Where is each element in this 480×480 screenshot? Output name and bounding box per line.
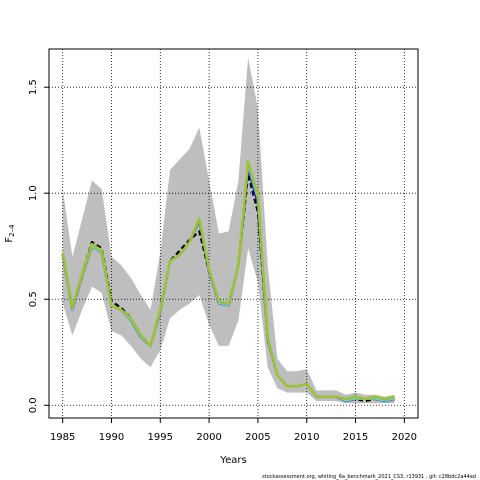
x-tick-label: 2000 (196, 432, 221, 443)
y-axis-title-subscript: 2–4 (8, 224, 16, 237)
x-tick-label: 1995 (148, 432, 173, 443)
y-tick-label: 0.5 (28, 291, 39, 307)
x-tick-label: 2010 (294, 432, 319, 443)
y-axis-title: F2–4 (4, 224, 16, 243)
x-tick-label: 2005 (245, 432, 270, 443)
y-tick-label: 1.0 (28, 185, 39, 201)
x-tick-label: 2015 (343, 432, 368, 443)
footer-note: stockassessment.org, whiting_6a_benchmar… (262, 474, 476, 480)
confidence-band (62, 57, 395, 404)
plot-frame (48, 48, 419, 419)
y-tick-label: 0.0 (28, 397, 39, 413)
x-axis: 1985 1990 1995 2000 2005 2010 2015 2020 (50, 418, 417, 443)
confidence-band-area (62, 57, 395, 404)
x-tick-label: 1985 (50, 432, 75, 443)
series-line-5 (61, 160, 395, 401)
y-axis-title-main: F (4, 237, 15, 243)
series-lines (61, 160, 395, 403)
y-tick-label: 1.5 (28, 79, 39, 95)
x-tick-label: 1990 (99, 432, 124, 443)
x-axis-title: Years (219, 455, 246, 466)
y-axis: 0.0 0.5 1.0 1.5 (28, 79, 49, 413)
x-tick-label: 2020 (392, 432, 417, 443)
